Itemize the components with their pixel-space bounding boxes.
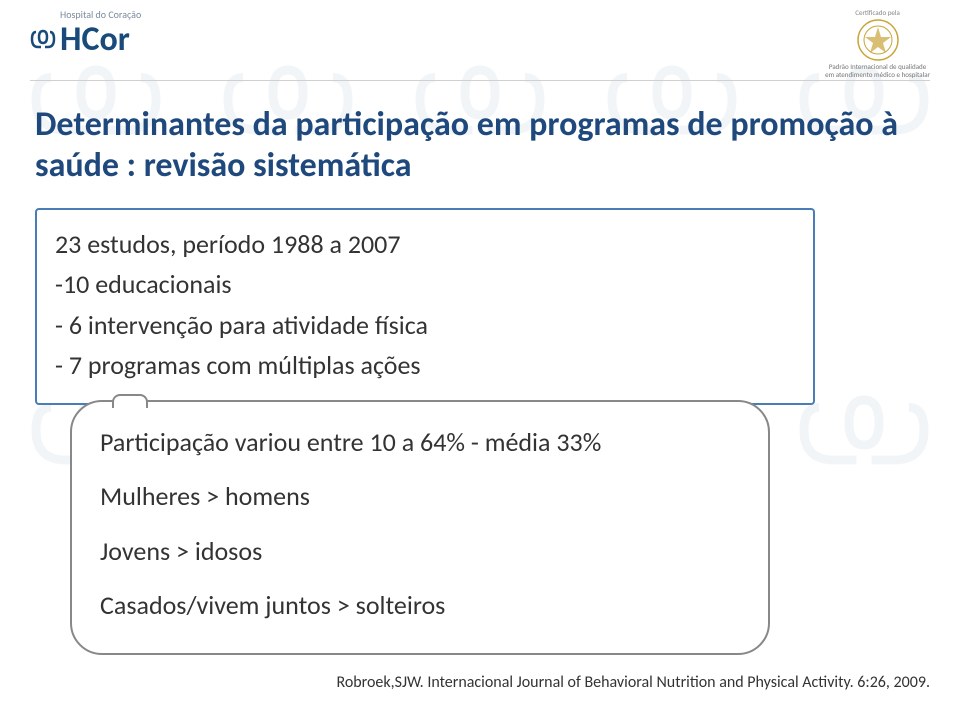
findings-box: Participação variou entre 10 a 64% - méd… — [70, 400, 770, 655]
cert-label: Certificado pela — [855, 8, 900, 17]
hcor-logo-text: HCor — [60, 23, 130, 57]
box1-line3: - 6 intervenção para atividade física — [55, 305, 795, 345]
box1-line2: -10 educacionais — [55, 264, 795, 304]
study-summary-box: 23 estudos, período 1988 a 2007 -10 educ… — [35, 208, 815, 405]
cert-caption: Padrão Internacional de qualidade em ate… — [825, 63, 930, 78]
hcor-logo: HCor — [30, 23, 130, 57]
header-divider — [30, 80, 930, 81]
box1-line4: - 7 programas com múltiplas ações — [55, 345, 795, 385]
hcor-logo-block: Hospital do Coração HCor — [30, 8, 141, 57]
box2-line1: Participação variou entre 10 a 64% - méd… — [100, 424, 740, 460]
box2-line3: Jovens > idosos — [100, 533, 740, 569]
slide-title: Determinantes da participação em program… — [35, 105, 925, 187]
cert-caption-line2: em atendimento médico e hospitalar — [825, 71, 930, 79]
findings-box-tab — [112, 394, 148, 408]
hcor-mark-icon — [30, 27, 56, 53]
certification-block: Certificado pela Padrão Internacional de… — [825, 8, 930, 78]
box2-line4: Casados/vivem juntos > solteiros — [100, 587, 740, 623]
box1-line1: 23 estudos, período 1988 a 2007 — [55, 224, 795, 264]
box2-line2: Mulheres > homens — [100, 478, 740, 514]
certification-seal-icon — [857, 19, 899, 61]
slide-header: Hospital do Coração HCor Certificado pel… — [0, 0, 960, 80]
citation: Robroek,SJW. Internacional Journal of Be… — [0, 673, 930, 692]
